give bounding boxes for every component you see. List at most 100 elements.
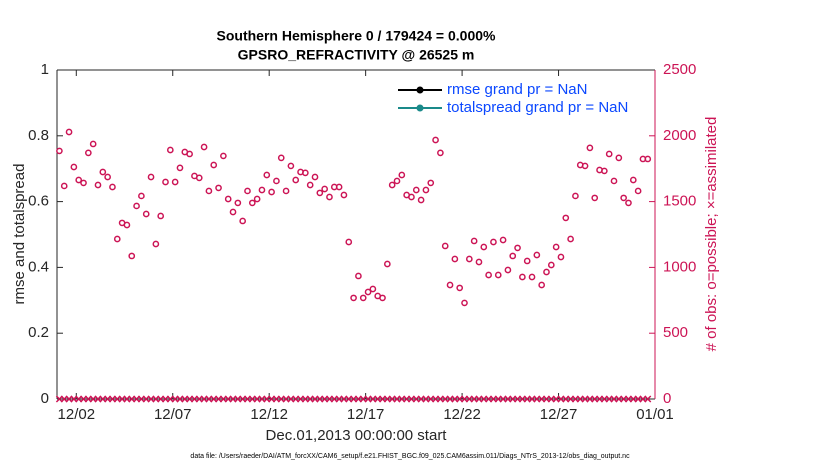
y2-tick-label: 2500 (663, 61, 696, 78)
possible-marker (263, 171, 271, 179)
possible-marker (350, 294, 357, 302)
possible-marker (490, 238, 497, 246)
y2-axis-label: # of obs: o=possible; ×=assimilated (703, 117, 720, 352)
y-tick-label: 0.4 (28, 258, 49, 275)
possible-marker (138, 192, 145, 200)
possible-marker (388, 181, 396, 189)
chart-subtitle: GPSRO_REFRACTIVITY @ 26525 m (238, 47, 475, 63)
possible-marker (605, 150, 613, 158)
possible-marker (60, 182, 68, 190)
y-axis-label: rmse and totalspread (11, 164, 28, 305)
possible-marker (610, 177, 618, 185)
footnote: data file: /Users/raeder/DAI/ATM_forcXX/… (190, 453, 630, 460)
possible-marker (195, 174, 203, 182)
possible-marker (562, 214, 570, 222)
y2-tick-label: 0 (663, 390, 671, 407)
possible-marker (615, 154, 623, 162)
possible-marker (456, 284, 464, 292)
possible-marker (292, 176, 300, 184)
possible-marker (586, 144, 594, 152)
possible-marker (316, 189, 324, 197)
possible-marker (422, 186, 430, 194)
possible-marker (142, 210, 150, 218)
y-tick-label: 0.2 (28, 324, 49, 341)
possible-marker (133, 202, 140, 210)
possible-marker (519, 273, 526, 281)
possible-marker (441, 242, 449, 250)
x-axis-label: Dec.01,2013 00:00:00 start (266, 427, 448, 444)
y2-tick-label: 1500 (663, 193, 696, 210)
possible-marker (432, 136, 439, 144)
possible-marker (437, 149, 444, 157)
possible-marker (485, 271, 492, 279)
possible-marker (393, 177, 401, 185)
possible-marker (306, 181, 314, 189)
possible-marker (311, 173, 319, 181)
possible-marker (572, 192, 579, 200)
possible-marker (494, 271, 502, 279)
possible-marker (509, 252, 517, 260)
x-tick-label: 12/27 (540, 406, 578, 423)
possible-marker (451, 255, 459, 263)
possible-marker (70, 163, 78, 171)
possible-marker (248, 199, 256, 207)
chart-title: Southern Hemisphere 0 / 179424 = 0.000% (217, 28, 497, 44)
possible-marker (157, 212, 165, 220)
possible-marker (282, 187, 290, 195)
x-tick-label: 12/07 (154, 406, 192, 423)
y-tick-label: 0 (41, 390, 49, 407)
possible-marker (186, 150, 193, 158)
possible-marker (504, 266, 512, 274)
possible-marker (601, 167, 608, 175)
possible-marker (239, 217, 247, 225)
possible-marker (398, 171, 406, 179)
possible-marker (557, 253, 565, 261)
possible-marker (427, 179, 435, 187)
legend-marker (416, 104, 424, 112)
possible-marker (268, 188, 275, 196)
possible-marker (277, 154, 285, 162)
possible-marker (634, 187, 642, 195)
possible-marker (166, 146, 174, 154)
y2-tick-label: 1000 (663, 258, 696, 275)
possible-marker (104, 173, 111, 181)
possible-marker (99, 168, 107, 176)
possible-marker (75, 176, 83, 184)
possible-marker (470, 237, 478, 245)
possible-marker (591, 194, 599, 202)
possible-marker (220, 152, 227, 160)
possible-marker (147, 173, 155, 181)
possible-marker (171, 178, 179, 186)
possible-marker (412, 186, 420, 194)
possible-marker (215, 184, 222, 192)
y-tick-label: 0.6 (28, 193, 49, 210)
possible-marker (229, 208, 237, 216)
possible-marker (383, 260, 391, 268)
possible-marker (465, 255, 473, 263)
possible-marker (113, 235, 121, 243)
possible-marker (644, 155, 652, 163)
y2-tick-label: 500 (663, 324, 688, 341)
possible-marker (65, 128, 73, 136)
x-tick-label: 01/01 (636, 406, 674, 423)
possible-marker (369, 285, 377, 293)
possible-marker (205, 187, 213, 195)
possible-marker (417, 196, 425, 204)
possible-marker (408, 193, 415, 201)
x-tick-label: 12/22 (443, 406, 481, 423)
possible-marker (109, 183, 116, 191)
assimilated-marker (644, 395, 652, 403)
possible-marker (200, 143, 208, 151)
possible-marker (89, 140, 97, 148)
possible-marker (538, 281, 546, 289)
possible-marker (152, 240, 160, 248)
possible-marker (273, 177, 280, 185)
possible-marker (581, 162, 589, 170)
possible-marker (56, 147, 63, 155)
possible-marker (379, 294, 386, 302)
possible-marker (287, 162, 295, 170)
possible-marker (446, 281, 454, 289)
possible-marker (514, 244, 521, 252)
possible-marker (480, 243, 488, 251)
